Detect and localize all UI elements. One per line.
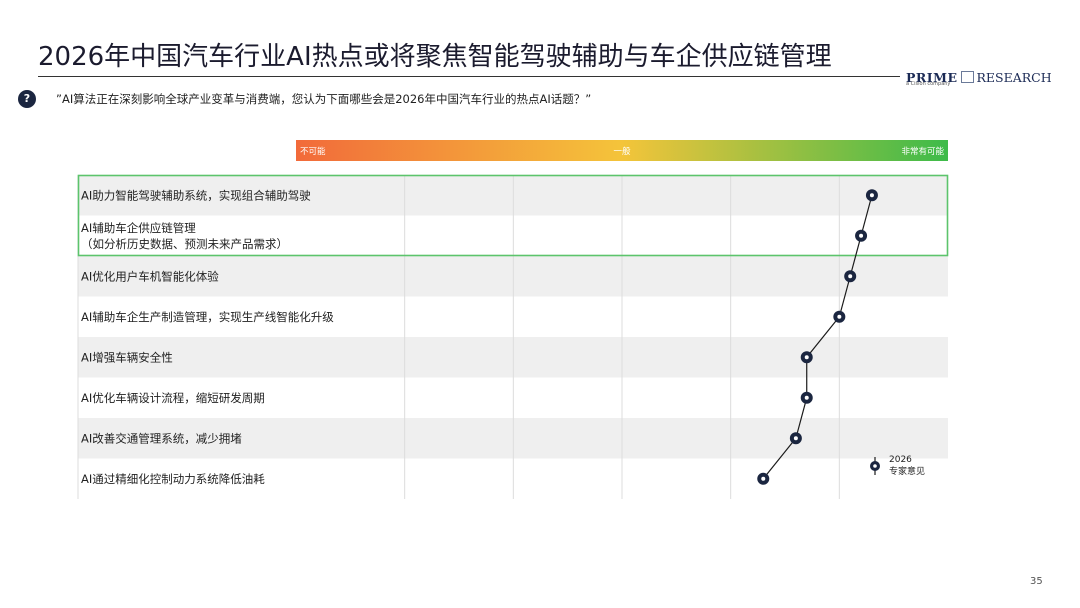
category-label: AI通过精细化控制动力系统降低油耗 (81, 472, 265, 486)
page-number: 35 (1030, 576, 1043, 587)
data-point (757, 472, 770, 485)
category-label: （如分析历史数据、预测未来产品需求） (81, 237, 288, 251)
question-icon: ? (18, 90, 36, 108)
data-point (855, 229, 868, 242)
category-label: AI增强车辆安全性 (81, 350, 173, 364)
page-title: 2026年中国汽车行业AI热点或将聚焦智能驾驶辅助与车企供应链管理 (38, 42, 832, 72)
logo-subtitle: a Cision company (906, 81, 951, 87)
scale-label: 不可能 (300, 146, 326, 157)
highlight-box (77, 174, 949, 257)
scale-label: 一般 (613, 146, 631, 157)
brand-logo: PRIME RESEARCH a Cision company (906, 67, 1052, 87)
data-point (865, 189, 878, 202)
logo-mark-icon (960, 71, 974, 83)
data-point (844, 270, 857, 283)
category-label: AI助力智能驾驶辅助系统，实现组合辅助驾驶 (81, 188, 311, 202)
likelihood-scale-bar (296, 140, 948, 161)
category-label: AI辅助车企供应链管理 (81, 221, 196, 235)
category-label: AI改善交通管理系统，减少拥堵 (81, 431, 242, 445)
data-point (800, 351, 813, 364)
category-label: AI优化车辆设计流程，缩短研发周期 (81, 391, 265, 405)
legend-label: 2026 (889, 455, 912, 465)
data-point (833, 310, 846, 323)
series-line (762, 195, 873, 480)
survey-question: ”AI算法正在深刻影响全球产业变革与消费端，您认为下面哪些会是2026年中国汽车… (56, 92, 592, 106)
title-divider (38, 76, 900, 77)
logo-secondary: RESEARCH (976, 70, 1052, 85)
legend-marker (870, 461, 880, 471)
category-label: AI优化用户车机智能化体验 (81, 269, 219, 283)
scale-label: 非常有可能 (901, 146, 944, 157)
legend-label: 专家意见 (889, 465, 925, 477)
logo-primary: PRIME (906, 70, 958, 85)
category-label: AI辅助车企生产制造管理，实现生产线智能化升级 (81, 310, 334, 324)
data-point (800, 391, 813, 404)
data-point (789, 432, 802, 445)
